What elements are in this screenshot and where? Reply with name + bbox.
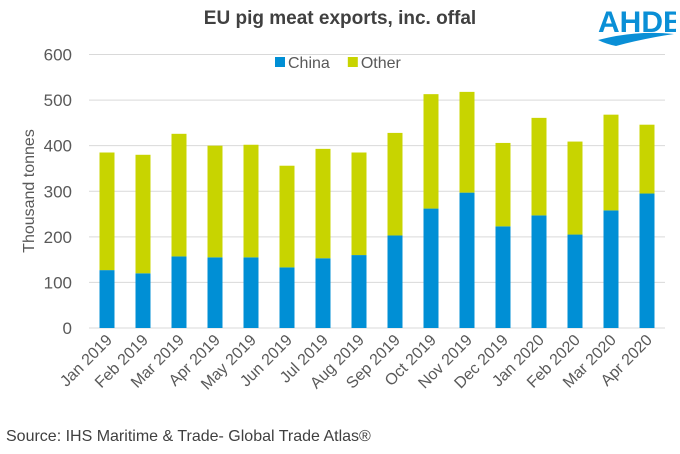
bar-china (387, 235, 403, 328)
bar-china (567, 234, 583, 328)
ahdb-logo: AHDB (598, 6, 676, 46)
bar-other (279, 165, 295, 268)
bar-china (531, 215, 547, 328)
y-tick-label: 200 (44, 228, 72, 247)
bar-other (315, 148, 331, 259)
bar-other (603, 114, 619, 211)
y-tick-label: 300 (44, 182, 72, 201)
y-tick-label: 500 (44, 91, 72, 110)
bar-other (639, 124, 655, 194)
bar-china (171, 256, 187, 328)
bar-china (207, 257, 223, 328)
bar-other (459, 91, 475, 193)
bar-china (135, 273, 151, 328)
bar-other (171, 133, 187, 257)
bar-china (351, 255, 367, 328)
bar-china (603, 210, 619, 328)
y-tick-label: 400 (44, 137, 72, 156)
bar-other (135, 154, 151, 274)
bar-other (423, 94, 439, 209)
legend-label-china: China (288, 55, 330, 72)
y-tick-label: 0 (63, 319, 72, 338)
bar-china (315, 258, 331, 328)
bar-china (639, 193, 655, 328)
y-axis-label: Thousand tonnes (21, 129, 38, 253)
bar-other (495, 142, 511, 227)
source-note: Source: IHS Maritime & Trade- Global Tra… (6, 428, 371, 445)
bar-china (495, 226, 511, 328)
bar-other (387, 132, 403, 236)
bar-china (459, 192, 475, 328)
bar-china (99, 270, 115, 328)
bar-china (279, 267, 295, 328)
bar-other (207, 145, 223, 258)
bar-other (567, 141, 583, 235)
bar-other (531, 117, 547, 216)
bar-china (423, 208, 439, 328)
bar-other (243, 144, 259, 258)
bar-other (99, 152, 115, 271)
y-tick-label: 600 (44, 46, 72, 65)
legend-swatch-china (275, 57, 285, 67)
bar-other (351, 152, 367, 256)
chart-title: EU pig meat exports, inc. offal (203, 8, 477, 29)
legend-label-other: Other (361, 55, 402, 72)
bar-china (243, 257, 259, 328)
legend-swatch-other (347, 57, 358, 67)
y-tick-label: 100 (44, 273, 72, 292)
